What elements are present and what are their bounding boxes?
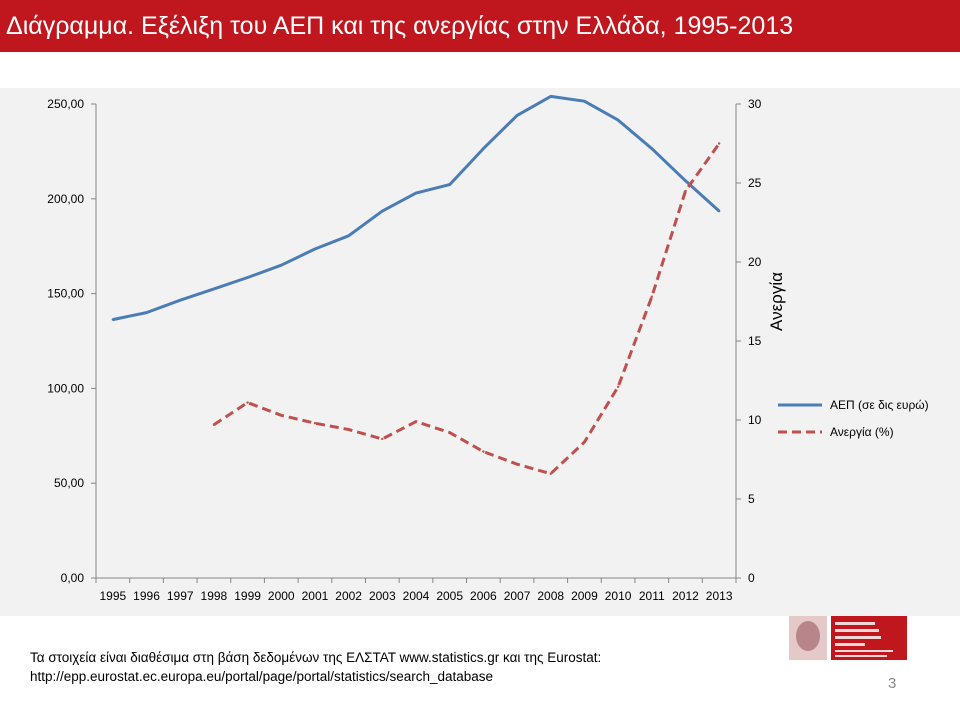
unemployment-data-point (684, 189, 687, 193)
legend-label: Ανεργία (%) (830, 425, 894, 439)
gdp-data-point (347, 234, 350, 237)
x-tick-label: 2011 (639, 589, 665, 603)
x-tick-label: 2004 (403, 589, 430, 603)
x-tick-label: 2003 (369, 589, 396, 603)
left-tick-label: 100,00 (47, 381, 84, 395)
x-tick-label: 2006 (470, 589, 497, 603)
chart-ticks: 0,00 50,00 100,00 150,00 200,00 250,00 0 5 10 15 2… (47, 97, 786, 603)
x-tick-label: 1999 (234, 589, 261, 603)
unemployment-data-point (212, 423, 216, 426)
source-note-link[interactable]: http://epp.eurostat.ec.europa.eu/portal/… (30, 669, 494, 684)
gdp-data-point (381, 209, 384, 213)
x-tick-label: 2010 (605, 589, 632, 603)
right-tick-label: 0 (748, 571, 755, 585)
unemployment-data-point (549, 472, 552, 475)
line-chart: 0,00 50,00 100,00 150,00 200,00 250,00 0 5 10 15 2… (47, 94, 929, 603)
gdp-data-point (280, 263, 283, 267)
x-tick-label: 1995 (99, 589, 126, 603)
gdp-data-point (448, 183, 451, 186)
unemployment-data-point (347, 428, 350, 431)
unemployment-data-point (482, 450, 485, 453)
source-note-line-1: Τα στοιχεία είναι διαθέσιμα στη βάση δεδ… (30, 650, 602, 665)
unemployment-data-point (280, 414, 283, 417)
chart-series (111, 94, 721, 476)
right-tick-label: 5 (748, 492, 755, 506)
left-tick-label: 250,00 (47, 97, 84, 111)
left-tick-label: 50,00 (54, 476, 84, 490)
right-tick-label: 30 (748, 97, 762, 111)
gdp-data-point (616, 118, 620, 122)
chart-panel: 0,00 50,00 100,00 150,00 200,00 250,00 0 5 10 15 2… (0, 88, 960, 616)
unemployment-data-point (381, 437, 384, 441)
chart-axes (95, 104, 737, 579)
left-tick-label: 0,00 (61, 571, 85, 585)
source-note: Τα στοιχεία είναι διαθέσιμα στη βάση δεδ… (30, 648, 601, 686)
left-tick-label: 150,00 (47, 287, 84, 301)
unemployment-data-point (246, 401, 249, 404)
right-tick-label: 25 (748, 176, 762, 190)
right-tick-label: 20 (748, 255, 762, 269)
x-tick-label: 2000 (268, 589, 295, 603)
unemployment-series-line (213, 142, 721, 476)
x-tick-label: 2007 (504, 589, 531, 603)
slide-number: 3 (888, 675, 897, 692)
unemployment-data-point (313, 421, 317, 425)
x-tick-label: 1998 (201, 589, 228, 603)
gdp-data-point (684, 179, 687, 182)
right-tick-label: 10 (748, 413, 762, 427)
right-axis-title: Ανεργία (767, 272, 786, 331)
gdp-data-point (414, 191, 418, 195)
x-tick-label: 2001 (302, 589, 329, 603)
x-tick-label: 2005 (436, 589, 463, 603)
chart-legend: ΑΕΠ (σε δις ευρώ) Ανεργία (%) (778, 398, 929, 439)
unemployment-data-point (616, 385, 620, 389)
gdp-data-point (313, 247, 317, 251)
x-tick-label: 1996 (133, 589, 160, 603)
gdp-data-point (111, 318, 115, 321)
gdp-data-point (212, 287, 216, 291)
gdp-series-line (112, 94, 721, 322)
gdp-data-point (179, 299, 182, 302)
left-tick-label: 200,00 (47, 192, 84, 206)
x-tick-label: 2002 (335, 589, 362, 603)
legend-label: ΑΕΠ (σε δις ευρώ) (830, 398, 929, 412)
unemployment-data-point (650, 295, 653, 298)
gdp-data-point (717, 209, 721, 213)
school-logo (789, 612, 909, 672)
gdp-data-point (650, 147, 653, 150)
right-tick-label: 15 (748, 334, 762, 348)
slide-title: Διάγραμμα. Εξέλιξη του ΑΕΠ και της ανεργ… (0, 0, 960, 52)
gdp-data-point (246, 276, 249, 279)
unemployment-data-point (448, 431, 451, 434)
unemployment-data-point (583, 440, 586, 444)
unemployment-data-point (717, 142, 721, 145)
x-tick-label: 1997 (167, 589, 194, 603)
gdp-data-point (549, 95, 552, 98)
x-tick-label: 2012 (672, 589, 699, 603)
gdp-data-point (145, 311, 148, 314)
gdp-data-point (482, 147, 485, 150)
gdp-data-point (515, 114, 519, 117)
gdp-data-point (583, 99, 586, 103)
x-tick-label: 2013 (706, 589, 733, 603)
unemployment-data-point (414, 420, 418, 423)
x-tick-label: 2009 (571, 589, 598, 603)
x-tick-label: 2008 (537, 589, 564, 603)
unemployment-data-point (515, 463, 519, 466)
